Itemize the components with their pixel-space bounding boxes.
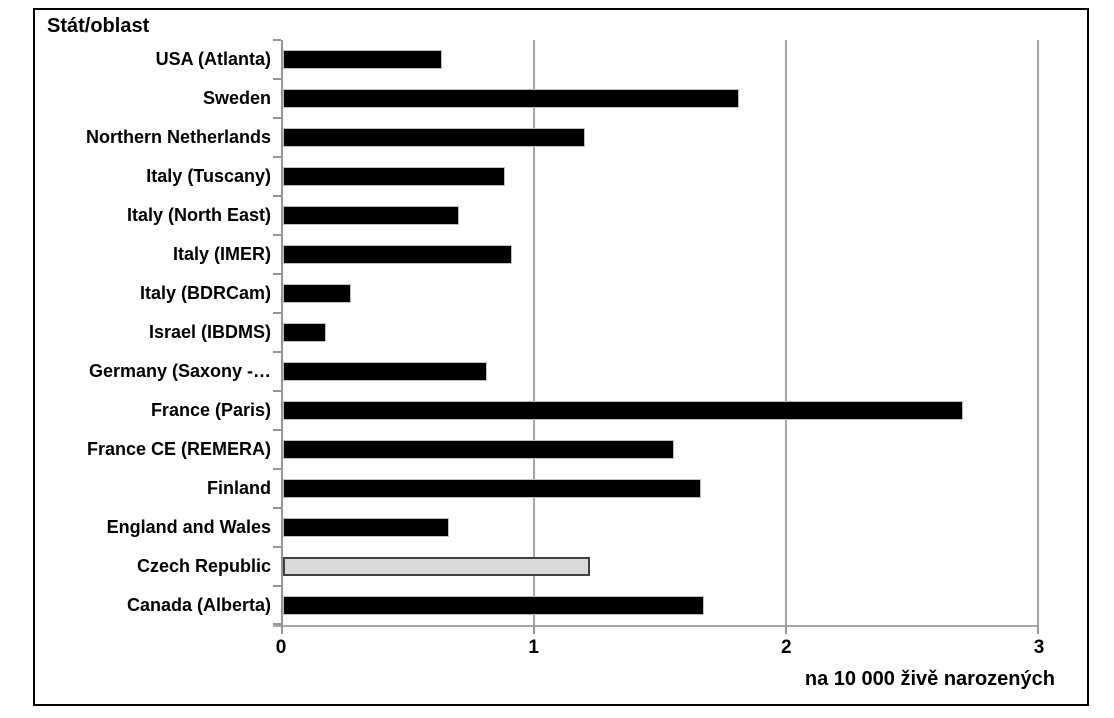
gridline-x-1: [532, 40, 535, 625]
bar-sweden: [283, 89, 740, 108]
bar-northern-netherlands: [283, 128, 586, 147]
y-axis-tick: [273, 156, 281, 158]
y-axis-tick: [273, 623, 281, 625]
y-axis-tick: [273, 468, 281, 470]
category-label: Finland: [207, 478, 271, 498]
x-axis-tick-labels: 0 1 2 3: [276, 637, 1045, 663]
chart-title: Stát/oblast: [47, 15, 150, 37]
y-axis-tick: [273, 39, 281, 41]
x-axis-tick: [784, 625, 787, 634]
y-axis-tick: [273, 312, 281, 314]
bar-israel-ibdms: [283, 323, 326, 342]
y-axis-tick: [273, 273, 281, 275]
bar-finland: [283, 479, 702, 498]
category-axis-labels: USA (Atlanta) Sweden Northern Netherlands I…: [41, 40, 271, 625]
gridline-x-2: [784, 40, 787, 625]
category-label: France (Paris): [150, 400, 271, 420]
category-label: Italy (Tuscany): [146, 166, 271, 186]
y-axis-tick: [273, 78, 281, 80]
y-axis-tick: [273, 234, 281, 236]
bar-italy-bdrcam: [283, 284, 352, 303]
bar-italy-imer: [283, 245, 513, 264]
category-label: Italy (BDRCam): [139, 283, 271, 303]
category-label: Germany (Saxony -…: [88, 361, 271, 381]
y-axis-tick: [273, 117, 281, 119]
category-label: Israel (IBDMS): [148, 322, 271, 342]
x-axis-line: [273, 625, 1039, 627]
y-axis-tick: [273, 390, 281, 392]
bar-czech-republic: [283, 557, 591, 576]
x-axis-tick-label: 0: [275, 637, 287, 658]
x-axis-tick-label: 2: [781, 637, 792, 658]
category-label: Italy (IMER): [172, 244, 271, 264]
plot-area: [273, 39, 1039, 634]
category-label: Italy (North East): [126, 205, 271, 225]
x-axis-tick: [1037, 625, 1039, 634]
category-label: France CE (REMERA): [86, 439, 271, 459]
x-axis-title: na 10 000 živě narozených: [804, 668, 1055, 690]
y-axis-tick: [273, 546, 281, 548]
y-axis-tick: [273, 195, 281, 197]
y-axis-tick: [273, 429, 281, 431]
bar-england-and-wales: [283, 518, 450, 537]
x-axis-tick-label: 3: [1033, 637, 1045, 658]
y-axis-tick: [273, 351, 281, 353]
category-label: Northern Netherlands: [85, 127, 271, 147]
bar-italy-tuscany: [283, 167, 505, 186]
x-axis-tick: [281, 625, 283, 634]
category-label: Canada (Alberta): [126, 595, 271, 615]
bar-usa-atlanta: [283, 50, 442, 69]
category-label: USA (Atlanta): [155, 49, 271, 69]
x-axis-tick: [532, 625, 535, 634]
category-label: England and Wales: [106, 517, 271, 537]
x-axis-tick-label: 1: [528, 637, 539, 658]
gridline-x-3: [1037, 40, 1039, 625]
bar-italy-north-east: [283, 206, 460, 225]
bar-france-paris: [283, 401, 964, 420]
bar-canada-alberta: [283, 596, 704, 615]
category-label: Czech Republic: [136, 556, 271, 576]
bar-germany-saxony: [283, 362, 488, 381]
y-axis-tick: [273, 585, 281, 587]
y-axis-tick: [273, 507, 281, 509]
category-label: Sweden: [202, 88, 271, 108]
chart-border-frame: Stát/oblast USA (Atlanta) Sweden Northern …: [33, 8, 1089, 706]
bar-france-ce-remera: [283, 440, 674, 459]
